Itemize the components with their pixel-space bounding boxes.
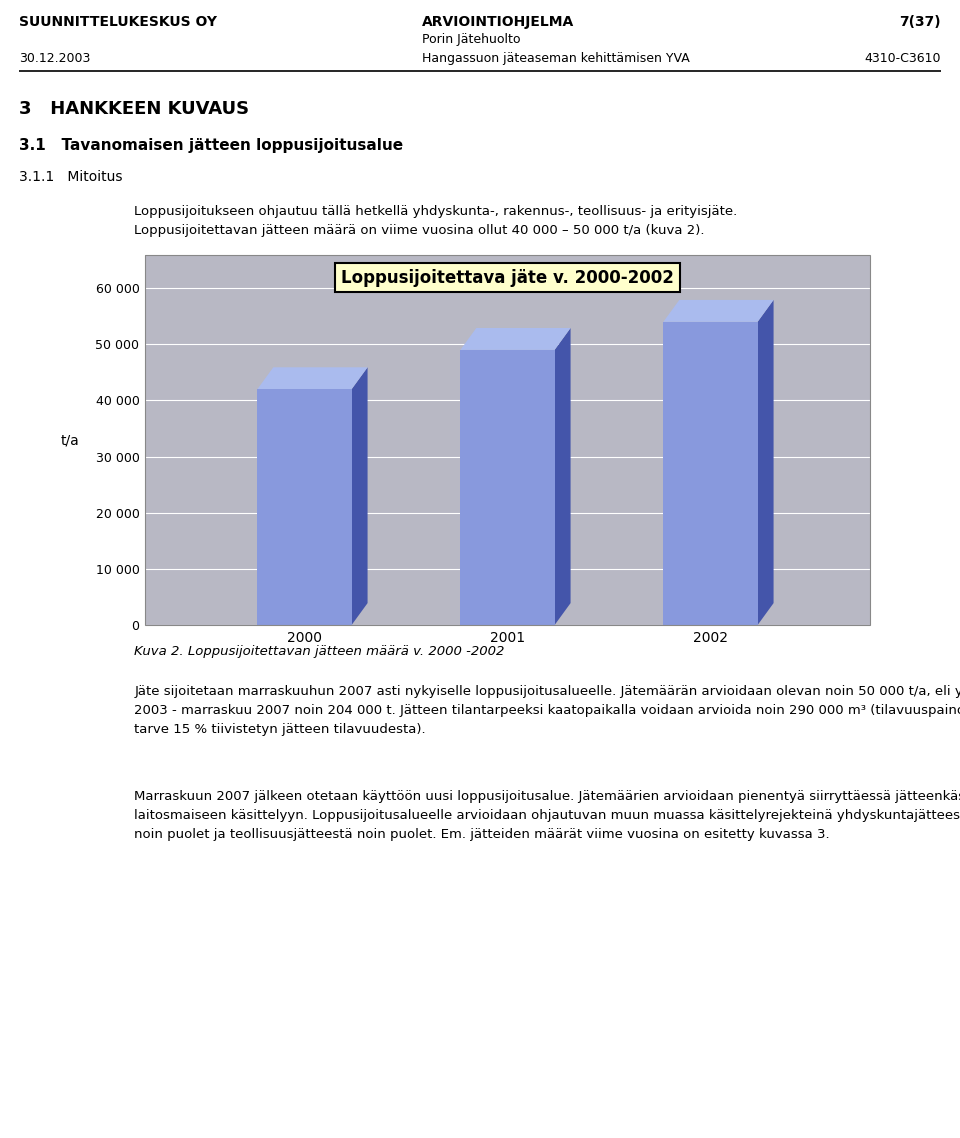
Text: 3.1.1   Mitoitus: 3.1.1 Mitoitus [19,170,123,184]
Text: Marraskuun 2007 jälkeen otetaan käyttöön uusi loppusijoitusalue. Jätemäärien arv: Marraskuun 2007 jälkeen otetaan käyttöön… [134,790,960,803]
Polygon shape [351,368,368,625]
Bar [663,322,757,625]
Bar [145,255,870,625]
Text: SUUNNITTELUKESKUS OY: SUUNNITTELUKESKUS OY [19,15,217,28]
Polygon shape [757,300,774,625]
Text: Kuva 2. Loppusijoitettavan jätteen määrä v. 2000 -2002: Kuva 2. Loppusijoitettavan jätteen määrä… [134,645,505,658]
Polygon shape [461,328,570,349]
Polygon shape [663,300,774,322]
Y-axis label: t/a: t/a [61,432,80,447]
Text: 2003 - marraskuu 2007 noin 204 000 t. Jätteen tilantarpeeksi kaatopaikalla voida: 2003 - marraskuu 2007 noin 204 000 t. Jä… [134,704,960,717]
Bar [257,389,351,625]
Text: 30.12.2003: 30.12.2003 [19,52,90,65]
Text: 7(37): 7(37) [900,15,941,28]
Text: laitosmaiseen käsittelyyn. Loppusijoitusalueelle arvioidaan ohjautuvan muun muas: laitosmaiseen käsittelyyn. Loppusijoitus… [134,809,960,822]
Text: 4310-C3610: 4310-C3610 [864,52,941,65]
Polygon shape [257,368,368,389]
Text: Loppusijoitukseen ohjautuu tällä hetkellä yhdyskunta-, rakennus-, teollisuus- ja: Loppusijoitukseen ohjautuu tällä hetkell… [134,205,737,218]
Bar [461,349,555,625]
Text: Jäte sijoitetaan marraskuuhun 2007 asti nykyiselle loppusijoitusalueelle. Jätemä: Jäte sijoitetaan marraskuuhun 2007 asti … [134,685,960,698]
Text: Porin Jätehuolto: Porin Jätehuolto [422,33,521,46]
Text: ARVIOINTIOHJELMA: ARVIOINTIOHJELMA [422,15,575,28]
Text: tarve 15 % tiivistetyn jätteen tilavuudesta).: tarve 15 % tiivistetyn jätteen tilavuude… [134,723,426,736]
Text: Loppusijoitettava jäte v. 2000-2002: Loppusijoitettava jäte v. 2000-2002 [341,269,674,287]
Text: Loppusijoitettavan jätteen määrä on viime vuosina ollut 40 000 – 50 000 t/a (kuv: Loppusijoitettavan jätteen määrä on viim… [134,224,705,237]
Text: Hangassuon jäteaseman kehittämisen YVA: Hangassuon jäteaseman kehittämisen YVA [422,52,690,65]
Text: 3   HANKKEEN KUVAUS: 3 HANKKEEN KUVAUS [19,100,250,118]
Polygon shape [555,328,570,625]
Text: noin puolet ja teollisuusjätteestä noin puolet. Em. jätteiden määrät viime vuosi: noin puolet ja teollisuusjätteestä noin … [134,828,830,841]
Text: 3.1   Tavanomaisen jätteen loppusijoitusalue: 3.1 Tavanomaisen jätteen loppusijoitusal… [19,138,403,152]
